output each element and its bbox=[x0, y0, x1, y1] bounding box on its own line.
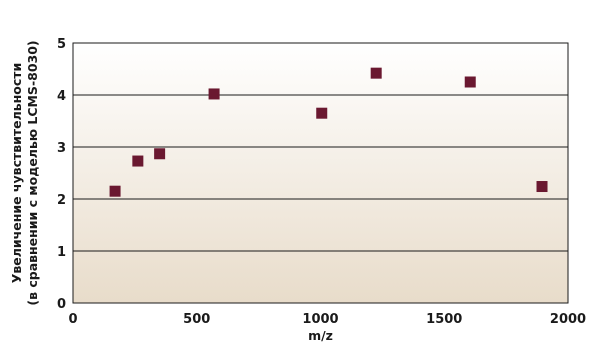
data-point-3 bbox=[154, 148, 166, 160]
x-tick-label-2000: 2000 bbox=[550, 312, 586, 327]
y-tick-label-1: 1 bbox=[57, 245, 66, 260]
y-tick-label-4: 4 bbox=[57, 89, 66, 104]
data-point-8 bbox=[536, 181, 548, 193]
y-tick-label-2: 2 bbox=[57, 193, 66, 208]
y-tick-label-0: 0 bbox=[57, 297, 66, 312]
y-axis-title-line-2: (в сравнении с моделью LCMS-8030) bbox=[25, 40, 40, 305]
y-tick-label-5: 5 bbox=[57, 37, 66, 52]
x-axis-tick-labels: 0 500 1000 1500 2000 bbox=[68, 312, 586, 327]
data-point-2 bbox=[132, 155, 144, 167]
data-point-1 bbox=[109, 185, 121, 197]
x-tick-label-1000: 1000 bbox=[302, 312, 338, 327]
data-point-6 bbox=[370, 67, 382, 79]
data-markers bbox=[109, 67, 548, 197]
grid-lines bbox=[73, 42, 568, 304]
y-tick-label-3: 3 bbox=[57, 141, 66, 156]
y-axis-title: Увеличение чувствительности (в сравнении… bbox=[9, 40, 40, 305]
x-tick-label-500: 500 bbox=[183, 312, 210, 327]
y-axis-tick-labels: 0 1 2 3 4 5 bbox=[57, 37, 66, 312]
x-axis-title: m/z bbox=[308, 328, 333, 343]
plot-area bbox=[72, 42, 569, 304]
x-tick-label-0: 0 bbox=[68, 312, 77, 327]
data-point-4 bbox=[208, 88, 220, 100]
y-axis-title-line-1: Увеличение чувствительности bbox=[9, 63, 24, 284]
data-point-7 bbox=[464, 76, 476, 88]
x-tick-label-1500: 1500 bbox=[426, 312, 462, 327]
data-point-5 bbox=[316, 107, 328, 119]
